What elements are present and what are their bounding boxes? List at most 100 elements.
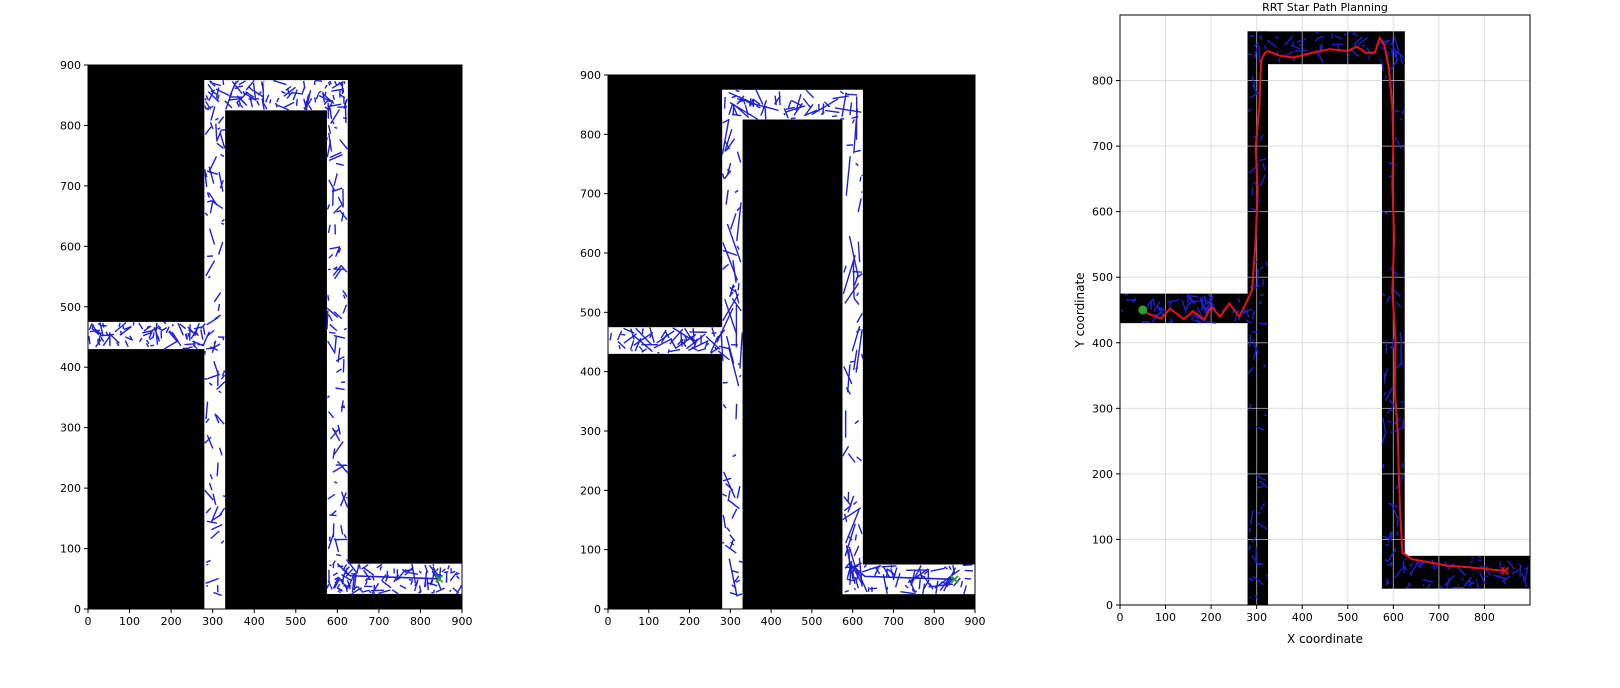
tree-edge	[720, 331, 724, 361]
tree-edge	[726, 162, 732, 176]
tree-edge	[722, 493, 728, 497]
tree-edge	[343, 327, 347, 331]
tree-edge	[1259, 506, 1264, 511]
tree-edge	[1258, 158, 1267, 162]
tree-edge	[732, 104, 735, 116]
tree-edge	[283, 101, 295, 108]
tree-edge	[1390, 561, 1393, 567]
tree-edge	[129, 335, 133, 341]
tree-edge	[722, 242, 739, 281]
tree-edge	[1427, 583, 1431, 588]
tree-edge	[291, 92, 303, 95]
tree-edge	[711, 327, 716, 337]
tree-edge	[1284, 35, 1294, 46]
tree-edge	[215, 129, 223, 142]
tree-edge	[376, 563, 383, 569]
tree-edge	[142, 331, 152, 337]
tree-edge	[100, 333, 115, 337]
tree-edge	[393, 574, 400, 583]
tree-edge	[1439, 585, 1443, 590]
tree-edge	[948, 565, 952, 571]
tree-edge	[435, 568, 439, 572]
tree-edge	[123, 325, 132, 331]
tree-edge	[157, 324, 162, 329]
x-tick-label: 0	[1117, 611, 1124, 624]
tree-edge	[1260, 134, 1264, 141]
tree-edge	[609, 332, 613, 341]
y-tick-label: 700	[580, 188, 601, 201]
tree-edge	[336, 583, 341, 590]
tree-edge	[729, 591, 737, 596]
tree-edge	[1169, 318, 1174, 323]
tree-edge	[1252, 575, 1264, 586]
tree-edge	[215, 117, 219, 121]
tree-edge	[224, 100, 233, 109]
tree-edge	[236, 91, 249, 103]
tree-edge	[207, 275, 211, 279]
tree-edge	[329, 80, 332, 85]
tree-edge	[304, 97, 313, 111]
tree-edge	[1354, 33, 1358, 37]
tree-edge	[1185, 295, 1196, 305]
y-tick-label: 0	[74, 603, 81, 616]
tree-edge	[145, 339, 150, 345]
tree-edge	[328, 179, 336, 192]
tree-edge	[1297, 38, 1306, 43]
tree-edge	[1518, 563, 1522, 568]
tree-edge	[1204, 300, 1211, 306]
tree-edge	[342, 294, 346, 299]
tree-edge	[722, 293, 740, 322]
tree-edge	[721, 541, 725, 544]
tree-edge	[1524, 568, 1529, 581]
tree-edge	[205, 260, 216, 277]
tree-edge	[1521, 572, 1528, 588]
tree-edge	[724, 298, 738, 335]
tree-edge	[231, 81, 243, 95]
tree-edge	[328, 253, 334, 259]
tree-edge	[1248, 544, 1252, 551]
tree-edge	[1499, 561, 1502, 568]
tree-edge	[335, 368, 343, 373]
tree-edge	[1385, 543, 1390, 546]
tree-edge	[1395, 361, 1404, 370]
tree-edge	[368, 590, 372, 594]
tree-edge	[171, 331, 182, 347]
tree-edge	[1258, 301, 1263, 305]
tree-edge	[205, 401, 209, 420]
tree-edge	[213, 343, 221, 349]
tree-edge	[852, 260, 855, 298]
tree-edge	[334, 481, 338, 484]
y-tick-label: 400	[1092, 337, 1113, 350]
tree-edge	[206, 108, 210, 111]
tree-edge	[737, 593, 743, 597]
tree-edge	[215, 88, 230, 97]
tree-edge	[844, 589, 849, 593]
tree-edge	[1251, 187, 1254, 196]
tree-edge	[785, 106, 796, 111]
tree-edge	[218, 171, 224, 192]
tree-edge	[1252, 84, 1258, 94]
tree-edge	[1470, 581, 1475, 586]
tree-edge	[728, 103, 734, 115]
y-tick-label: 800	[60, 119, 81, 132]
tree-edge	[1382, 463, 1385, 469]
tree-edge	[845, 156, 851, 196]
tree-edge	[221, 222, 225, 225]
tree-edge	[825, 109, 840, 114]
y-tick-label: 0	[1106, 599, 1113, 612]
rrt-plot-2: 0 100 200 300 400 500 600 700 800 900 0 100 200 300 40…	[580, 69, 986, 628]
tree-edge	[345, 559, 358, 574]
tree-edge	[327, 340, 336, 354]
tree-edge	[684, 335, 688, 341]
tree-edge	[1382, 417, 1387, 434]
tree-edge	[356, 564, 360, 574]
tree-edge	[256, 100, 260, 106]
tree-edge	[326, 307, 339, 318]
tree-edge	[162, 327, 168, 331]
tree-edge	[1478, 571, 1486, 585]
corridor-region	[1247, 31, 1405, 65]
y-tick-label: 600	[1092, 206, 1113, 219]
y-tick-label: 100	[580, 544, 601, 557]
tree-edge	[456, 575, 460, 580]
tree-edge	[1457, 584, 1460, 587]
